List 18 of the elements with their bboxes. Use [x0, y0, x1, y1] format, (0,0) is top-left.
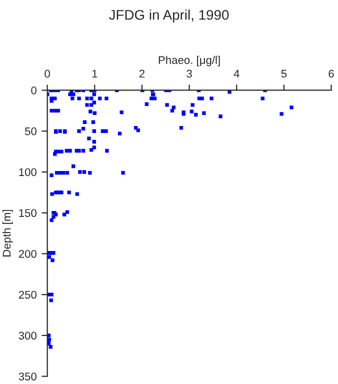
x-tick-label: 1: [92, 70, 98, 78]
y-tick-label: 200: [18, 250, 36, 258]
y-tick-label: 150: [19, 209, 36, 217]
x-tick-label: 5: [281, 70, 287, 78]
y-tick-label: 300: [18, 332, 36, 340]
x-axis-title: Phaeo. [μg/l]: [158, 56, 220, 66]
y-axis-title: Depth [m]: [2, 210, 13, 256]
x-tick-label: 3: [186, 70, 192, 78]
x-tick-label: 2: [139, 70, 144, 78]
y-tick-label: 0: [31, 86, 36, 94]
chart-title: JFDG in April, 1990: [109, 10, 229, 23]
x-tick-label: 6: [328, 70, 334, 78]
y-tick-label: 250: [18, 290, 36, 299]
y-tick-label: 100: [19, 168, 36, 176]
y-tick-label: 50: [24, 127, 36, 136]
x-tick-label: 0: [44, 70, 50, 78]
y-tick-label: 350: [18, 372, 36, 380]
x-tick-label: 4: [234, 70, 240, 78]
